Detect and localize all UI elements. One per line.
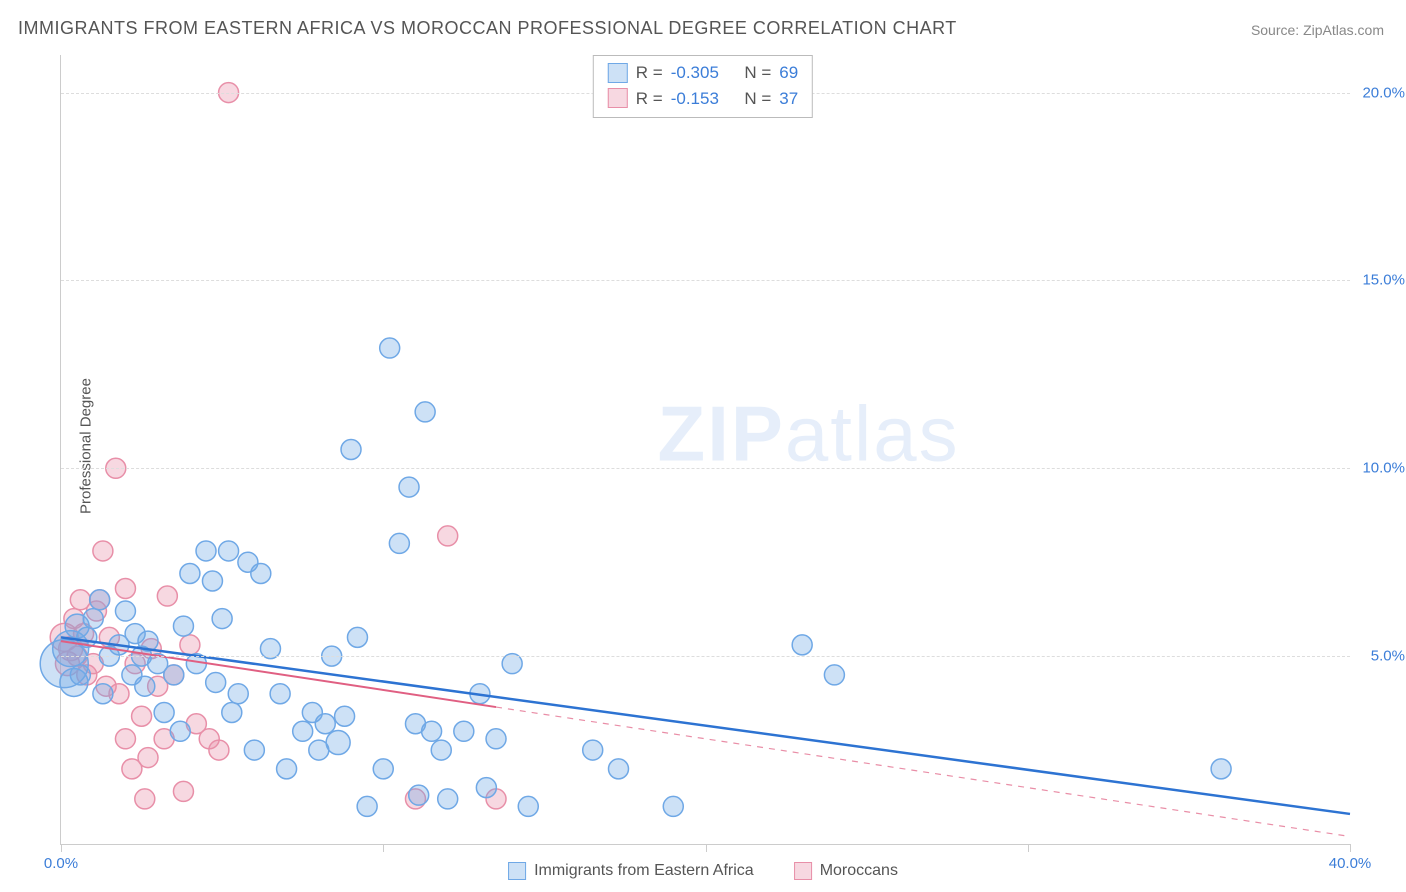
stats-r-label: R =	[636, 60, 663, 86]
legend-label-2: Moroccans	[820, 862, 898, 880]
y-tick-label: 5.0%	[1371, 648, 1405, 665]
stats-n-label2: N =	[744, 86, 771, 112]
source-attribution: Source: ZipAtlas.com	[1251, 22, 1384, 38]
legend-item-1: Immigrants from Eastern Africa	[508, 862, 754, 880]
swatch-series2	[608, 88, 628, 108]
bottom-legend: Immigrants from Eastern Africa Moroccans	[508, 862, 898, 880]
y-tick-label: 10.0%	[1362, 460, 1405, 477]
stats-r-label2: R =	[636, 86, 663, 112]
y-tick-label: 15.0%	[1362, 272, 1405, 289]
stats-n-val-1: 69	[779, 60, 798, 86]
chart-container: IMMIGRANTS FROM EASTERN AFRICA VS MOROCC…	[0, 0, 1406, 892]
plot-svg	[61, 55, 1350, 844]
legend-label-1: Immigrants from Eastern Africa	[534, 862, 754, 880]
stats-row-1: R = -0.305 N = 69	[608, 60, 798, 86]
legend-swatch-1	[508, 862, 526, 880]
stats-legend-box: R = -0.305 N = 69 R = -0.153 N = 37	[593, 55, 813, 118]
swatch-series1	[608, 63, 628, 83]
legend-item-2: Moroccans	[794, 862, 898, 880]
stats-n-label: N =	[744, 60, 771, 86]
legend-swatch-2	[794, 862, 812, 880]
y-tick-label: 20.0%	[1362, 84, 1405, 101]
plot-area: ZIPatlas 5.0%10.0%15.0%20.0%0.0%40.0%	[60, 55, 1350, 845]
chart-title: IMMIGRANTS FROM EASTERN AFRICA VS MOROCC…	[18, 18, 957, 39]
x-tick-label: 0.0%	[44, 855, 78, 872]
stats-r-val-2: -0.153	[671, 86, 719, 112]
source-prefix: Source:	[1251, 22, 1303, 38]
x-tick-label: 40.0%	[1329, 855, 1372, 872]
stats-row-2: R = -0.153 N = 37	[608, 86, 798, 112]
source-name: ZipAtlas.com	[1303, 22, 1384, 38]
stats-n-val-2: 37	[779, 86, 798, 112]
stats-r-val-1: -0.305	[671, 60, 719, 86]
